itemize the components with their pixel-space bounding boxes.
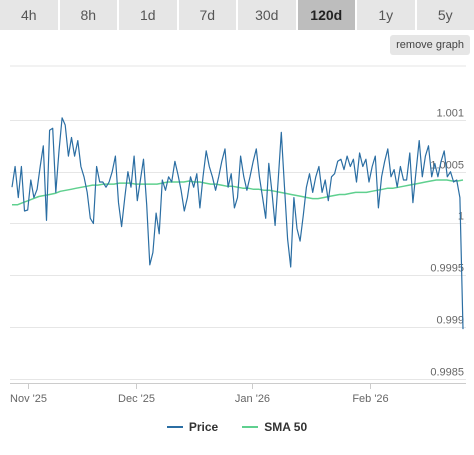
legend-swatch-sma: [242, 426, 259, 428]
y-tick-label: 0.9985: [430, 367, 464, 379]
legend-item-price[interactable]: Price: [166, 420, 219, 434]
legend-label-price: Price: [188, 420, 219, 434]
y-tick-label: 0.9995: [430, 263, 464, 275]
remove-graph-button[interactable]: remove graph: [390, 35, 470, 55]
x-tick-label: Dec '25: [118, 393, 155, 405]
y-tick-label: 1.001: [436, 108, 464, 120]
tab-1d[interactable]: 1d: [119, 0, 179, 30]
x-tick-label: Nov '25: [10, 393, 47, 405]
tab-30d[interactable]: 30d: [238, 0, 298, 30]
tab-4h[interactable]: 4h: [0, 0, 60, 30]
y-tick-label: 0.999: [436, 315, 464, 327]
legend-item-sma[interactable]: SMA 50: [242, 420, 307, 434]
series-lines: [11, 117, 464, 330]
chart-legend: Price SMA 50: [0, 420, 474, 434]
tab-7d[interactable]: 7d: [178, 0, 238, 30]
tab-8h[interactable]: 8h: [59, 0, 119, 30]
grid-lines: [10, 65, 466, 380]
tab-1y[interactable]: 1y: [357, 0, 417, 30]
legend-label-sma: SMA 50: [264, 420, 308, 434]
series-line-sma-50: [12, 179, 464, 206]
tab-5y[interactable]: 5y: [416, 0, 474, 30]
x-axis: Nov '25 Dec '25 Jan '26 Feb '26: [10, 383, 466, 405]
tab-120d[interactable]: 120d: [297, 0, 357, 30]
series-line-price: [11, 117, 464, 330]
x-tick-label: Feb '26: [352, 393, 388, 405]
y-tick-label: 1.0005: [430, 160, 464, 172]
legend-swatch-price: [166, 426, 183, 428]
x-tick-label: Jan '26: [235, 393, 270, 405]
timeframe-tabs: 4h 8h 1d 7d 30d 120d 1y 5y: [0, 0, 474, 30]
